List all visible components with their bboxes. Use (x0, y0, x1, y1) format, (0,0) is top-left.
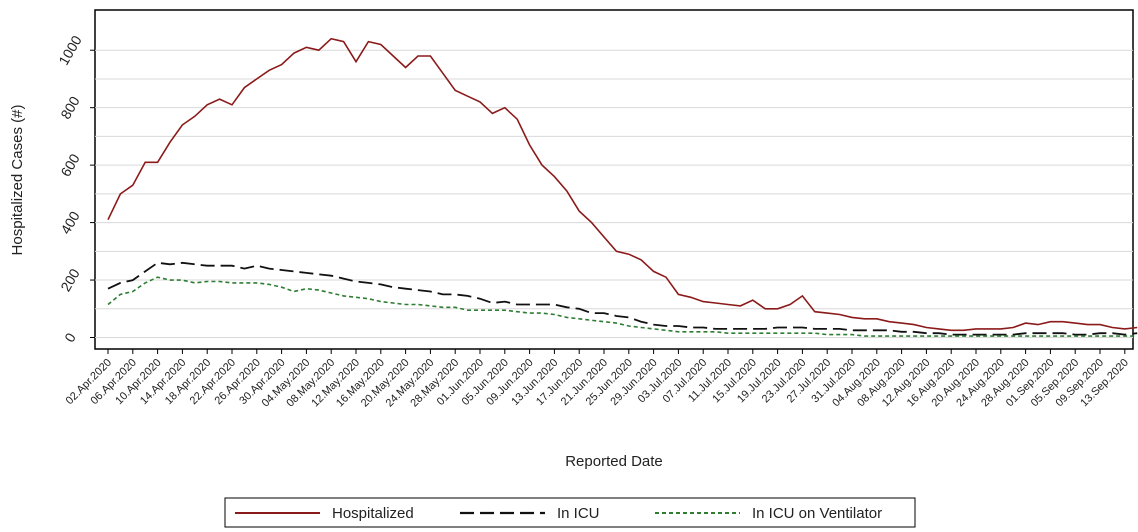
legend-label: In ICU on Ventilator (752, 505, 882, 522)
y-tick-label: 800 (57, 93, 83, 121)
series-line (107, 261, 1138, 336)
y-axis-label: Hospitalized Cases (#) (9, 105, 26, 256)
y-tick-label: 200 (57, 266, 83, 294)
legend-box (224, 497, 916, 528)
y-tick-label: 600 (57, 151, 83, 179)
y-tick-label: 0 (61, 330, 79, 345)
y-tick-label: 1000 (55, 33, 85, 68)
legend-label: Hospitalized (332, 505, 414, 522)
legend-label: In ICU (557, 505, 600, 522)
series-line (107, 37, 1138, 332)
series-line (107, 276, 1138, 337)
x-axis-label: Reported Date (565, 453, 663, 470)
y-tick-label: 400 (57, 208, 83, 236)
plot-frame (94, 9, 1134, 350)
